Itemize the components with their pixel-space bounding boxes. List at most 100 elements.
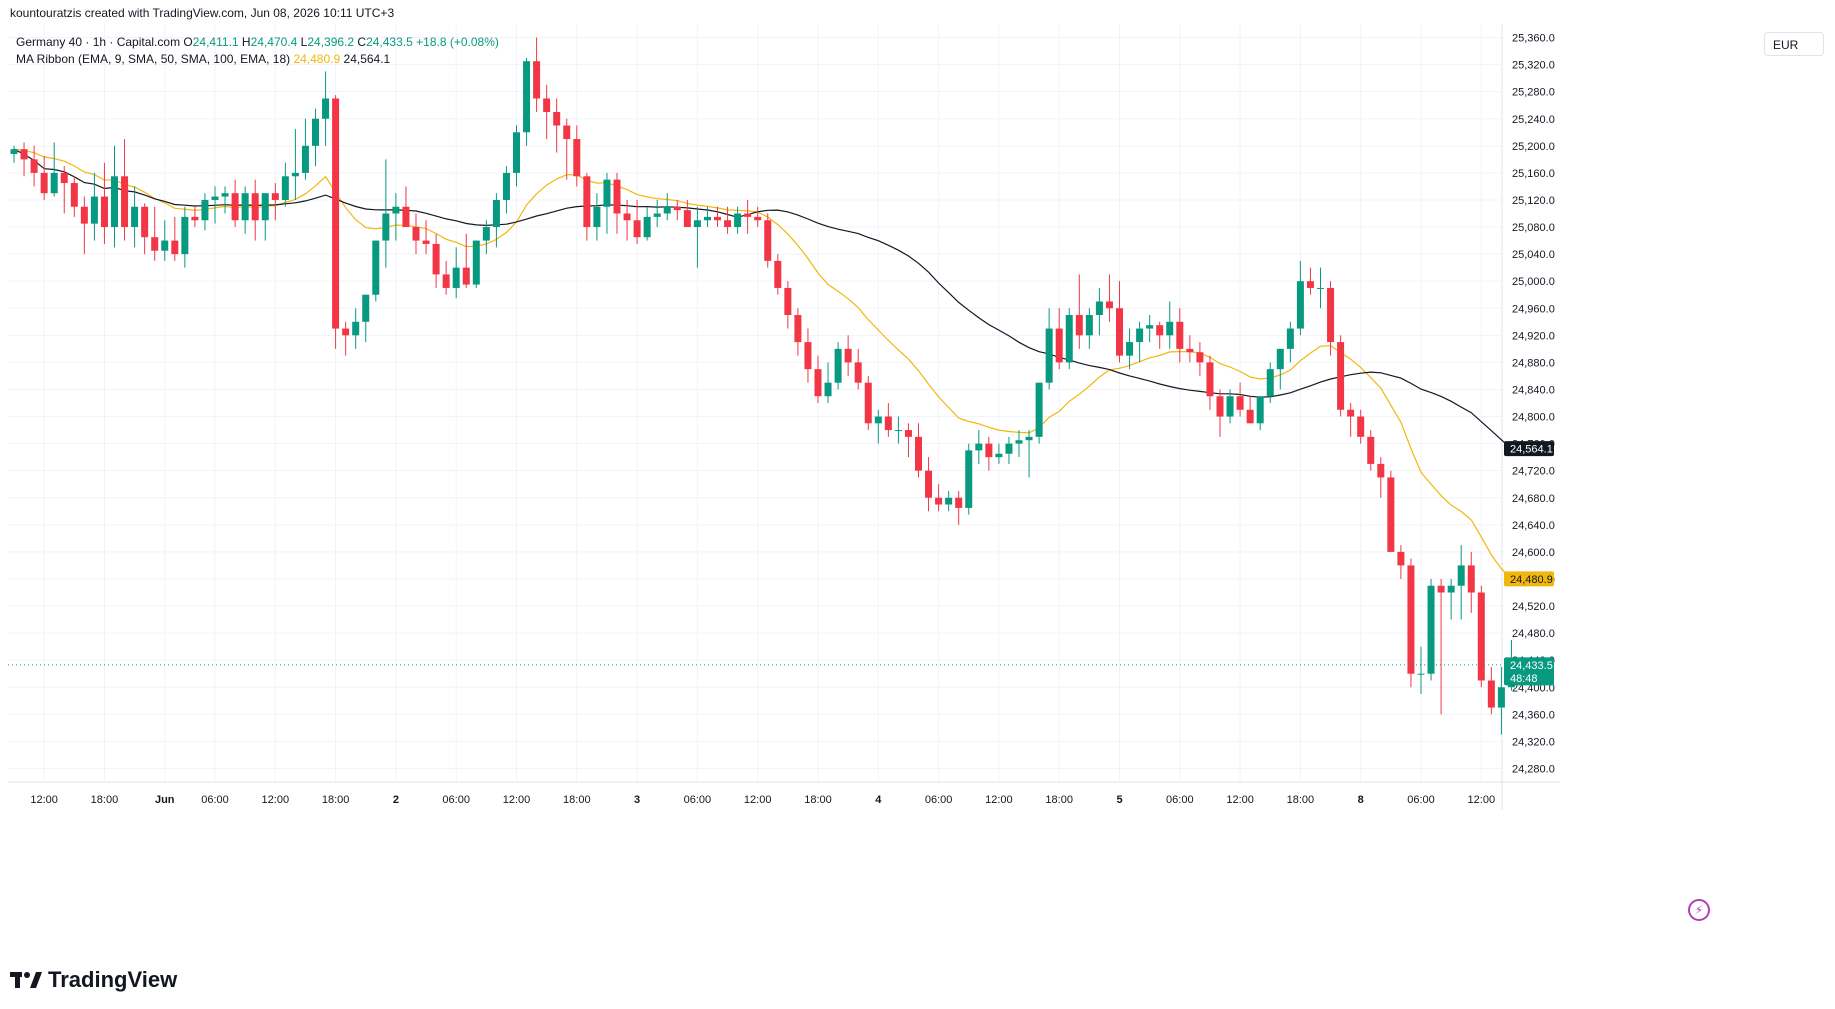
candle-body[interactable] [432,243,440,275]
candle-body[interactable] [603,179,611,207]
candle-body[interactable] [301,145,309,173]
candle-body[interactable] [1095,301,1103,316]
candle-body[interactable] [412,227,420,241]
candle-body[interactable] [894,430,902,432]
candle-body[interactable] [131,206,139,228]
candle-body[interactable] [1437,585,1445,593]
candle-body[interactable] [1447,585,1455,593]
candle-body[interactable] [1085,315,1093,336]
candle-body[interactable] [673,206,681,211]
candle-body[interactable] [663,206,671,214]
candle-body[interactable] [251,193,259,221]
candle-body[interactable] [1306,281,1314,288]
candle-body[interactable] [904,430,912,437]
candle-body[interactable] [734,213,742,228]
candle-body[interactable] [1075,315,1083,336]
candle-body[interactable] [1367,436,1375,464]
candle-body[interactable] [864,382,872,424]
candle-body[interactable] [1126,342,1134,356]
candle-body[interactable] [181,216,189,255]
candle-body[interactable] [492,199,500,228]
candle-body[interactable] [171,240,179,255]
candle-body[interactable] [965,450,973,508]
candle-body[interactable] [482,227,490,241]
candle-body[interactable] [402,206,410,228]
candle-body[interactable] [372,240,380,295]
candle-body[interactable] [70,183,78,207]
candle-body[interactable] [40,172,48,194]
candle-body[interactable] [50,172,58,194]
candle-body[interactable] [1327,287,1335,343]
candle-body[interactable] [342,328,350,336]
candle-body[interactable] [925,470,933,498]
candle-body[interactable] [30,159,38,173]
candle-body[interactable] [703,216,711,221]
candle-body[interactable] [1427,585,1435,674]
candle-body[interactable] [392,206,400,214]
candle-body[interactable] [623,213,631,221]
candle-body[interactable] [693,220,701,228]
candle-body[interactable] [643,216,651,238]
candle-body[interactable] [804,342,812,370]
candle-body[interactable] [955,497,963,508]
candle-body[interactable] [1457,565,1465,586]
candle-body[interactable] [573,139,581,177]
candle-body[interactable] [100,196,108,228]
candle-body[interactable] [613,179,621,214]
candle-body[interactable] [1487,680,1495,708]
candle-body[interactable] [683,210,691,228]
candle-body[interactable] [1196,352,1204,363]
candle-body[interactable] [1065,315,1073,363]
candle-body[interactable] [1045,328,1053,383]
candle-body[interactable] [653,213,661,217]
candle-body[interactable] [543,98,551,112]
candle-body[interactable] [1025,436,1033,441]
candle-body[interactable] [1417,673,1425,675]
candle-body[interactable] [422,240,430,244]
candle-body[interactable] [1477,592,1485,681]
candle-body[interactable] [593,206,601,228]
candle-body[interactable] [563,125,571,140]
candle-body[interactable] [1256,396,1264,424]
candle-body[interactable] [362,294,370,322]
candle-body[interactable] [1186,348,1194,353]
candle-body[interactable] [1467,565,1475,593]
candle-body[interactable] [90,196,98,224]
candle-body[interactable] [1146,325,1154,329]
candle-body[interactable] [1497,687,1505,708]
candle-body[interactable] [462,267,470,285]
candle-body[interactable] [60,172,68,184]
candle-body[interactable] [583,176,591,228]
candle-body[interactable] [151,237,159,251]
candle-body[interactable] [111,176,118,228]
candle-body[interactable] [261,193,269,221]
candle-body[interactable] [1035,382,1043,437]
candle-body[interactable] [1166,321,1174,336]
candle-body[interactable] [784,287,792,316]
candle-body[interactable] [241,193,249,221]
candle-body[interactable] [1286,328,1294,349]
candle-body[interactable] [442,274,450,288]
candle-body[interactable] [1347,409,1355,417]
candle-body[interactable] [995,453,1003,458]
candle-body[interactable] [1397,551,1405,566]
candle-body[interactable] [1156,325,1164,336]
candle-body[interactable] [533,61,541,99]
candle-body[interactable] [1015,440,1023,444]
candle-body[interactable] [472,240,480,285]
candle-body[interactable] [714,216,721,221]
candle-body[interactable] [794,315,802,343]
candle-body[interactable] [191,216,199,221]
candle-body[interactable] [201,199,209,221]
candle-body[interactable] [1055,328,1063,363]
candle-body[interactable] [513,132,520,173]
candle-body[interactable] [854,362,862,383]
candle-body[interactable] [1407,565,1415,674]
candle-body[interactable] [1377,463,1385,478]
candle-body[interactable] [884,416,892,431]
candle-body[interactable] [774,260,782,288]
candle-body[interactable] [20,149,28,160]
candle-body[interactable] [1276,348,1284,370]
candle-body[interactable] [1105,301,1113,309]
